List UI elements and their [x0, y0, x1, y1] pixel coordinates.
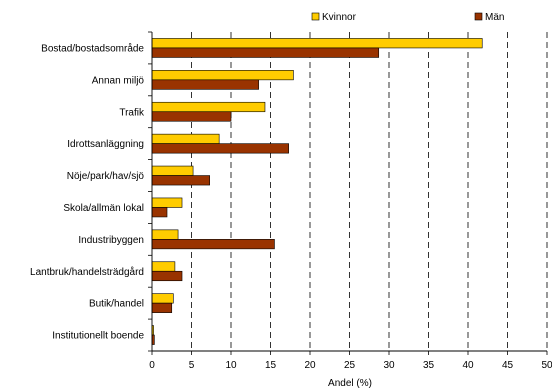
legend: Kvinnor Män: [311, 12, 504, 23]
bar-man: [151, 111, 232, 122]
x-tick-label: 45: [502, 360, 514, 371]
category-label: Nöje/park/hav/sjö: [67, 171, 145, 182]
category-label: Industribyggen: [78, 235, 144, 246]
bar-kvinnor: [151, 197, 183, 208]
category-label: Bostad/bostadsområde: [41, 42, 144, 54]
x-tick-labels: 0 5 10 15 20 25 30 35 40 45 50: [149, 360, 552, 371]
bar-kvinnor: [151, 165, 194, 176]
bar-man: [151, 239, 275, 250]
bars: [151, 38, 483, 345]
bar-kvinnor: [151, 70, 294, 81]
x-axis-title: Andel (%): [328, 378, 372, 389]
x-tick-label: 10: [225, 360, 237, 371]
x-tick-label: 40: [462, 360, 474, 371]
x-tick-label: 35: [423, 360, 435, 371]
bar-man: [151, 143, 289, 154]
bar-kvinnor: [151, 293, 174, 304]
bar-kvinnor: [151, 261, 176, 272]
bar-man: [151, 207, 168, 218]
bar-man: [151, 175, 210, 186]
x-tick-label: 15: [265, 360, 277, 371]
legend-label-kvinnor: Kvinnor: [322, 12, 357, 23]
category-label: Institutionellt boende: [52, 331, 144, 342]
bar-kvinnor: [151, 101, 266, 113]
legend-swatch-kvinnor: [311, 12, 320, 21]
category-label: Idrottsanläggning: [67, 139, 144, 150]
bar-kvinnor: [151, 133, 220, 144]
category-label: Trafik: [119, 107, 145, 118]
gridlines: [191, 32, 548, 351]
bar-kvinnor: [151, 38, 483, 49]
x-tick-label: 50: [541, 360, 552, 371]
bar-man: [151, 302, 173, 313]
axes: [148, 31, 548, 355]
bar-man: [151, 79, 259, 90]
legend-label-man: Män: [485, 12, 504, 23]
x-tick-label: 30: [383, 360, 395, 371]
category-labels: Bostad/bostadsområde Annan miljö Trafik Idr…: [30, 42, 145, 341]
category-label: Butik/handel: [89, 299, 144, 310]
category-label: Annan miljö: [92, 75, 145, 86]
category-label: Lantbruk/handelsträdgård: [30, 266, 144, 278]
bar-man: [151, 47, 380, 58]
legend-swatch-man: [474, 12, 483, 21]
x-tick-label: 20: [304, 360, 316, 371]
x-tick-label: 0: [149, 360, 155, 371]
bar-man: [151, 270, 183, 282]
x-tick-label: 25: [344, 360, 356, 371]
category-label: Skola/allmän lokal: [63, 203, 144, 214]
x-tick-label: 5: [189, 360, 195, 371]
bar-kvinnor: [151, 229, 179, 240]
